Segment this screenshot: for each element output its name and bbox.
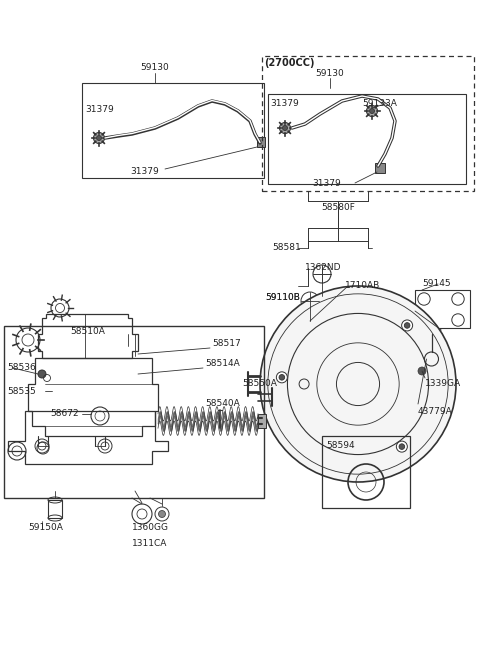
Text: 1710AB: 1710AB [345, 281, 380, 291]
Bar [257, 137, 265, 147]
Text: 59130: 59130 [141, 64, 169, 73]
Text: 31379: 31379 [130, 167, 159, 176]
Circle shape [276, 372, 288, 383]
Text: 1339GA: 1339GA [425, 380, 461, 388]
Text: 31379: 31379 [85, 104, 114, 113]
Bar [258, 414, 266, 428]
Text: (2700CC): (2700CC) [264, 58, 314, 68]
Text: 58594: 58594 [326, 441, 355, 451]
Circle shape [96, 136, 101, 140]
Text: 59110B: 59110B [265, 293, 300, 302]
Text: 58535: 58535 [7, 386, 36, 396]
Text: 58510A: 58510A [70, 327, 105, 335]
Circle shape [283, 125, 288, 131]
Text: 58672: 58672 [50, 409, 79, 419]
Circle shape [260, 286, 456, 482]
Text: 43779A: 43779A [418, 407, 453, 415]
Bar [375, 163, 385, 173]
Circle shape [404, 323, 410, 328]
Text: 31379: 31379 [312, 180, 341, 188]
Text: 58580F: 58580F [321, 203, 355, 213]
Text: 58540A: 58540A [205, 400, 240, 409]
Bar [4, 326, 264, 498]
Bar [322, 436, 410, 508]
Text: 59110B: 59110B [265, 293, 300, 302]
Bar [415, 290, 470, 328]
Text: 58581: 58581 [272, 243, 301, 253]
Circle shape [367, 106, 377, 117]
Text: 59145: 59145 [422, 279, 451, 289]
Circle shape [279, 375, 285, 380]
Circle shape [94, 133, 105, 144]
Text: 1311CA: 1311CA [132, 539, 168, 548]
Circle shape [38, 370, 46, 378]
Text: 1360GG: 1360GG [132, 523, 169, 533]
Circle shape [158, 510, 166, 518]
Circle shape [279, 123, 290, 134]
Text: 1362ND: 1362ND [305, 264, 341, 272]
Text: 58536: 58536 [7, 363, 36, 373]
Text: 31379: 31379 [270, 100, 299, 108]
Text: 59150A: 59150A [28, 523, 63, 533]
Text: 59130: 59130 [316, 70, 344, 79]
Circle shape [396, 441, 408, 452]
Text: 58517: 58517 [212, 340, 241, 348]
Text: 59133A: 59133A [362, 100, 397, 108]
Circle shape [418, 367, 426, 375]
Circle shape [370, 108, 374, 113]
Circle shape [399, 444, 405, 449]
Text: 58550A: 58550A [242, 380, 277, 388]
Bar [262, 56, 474, 191]
Bar [48, 500, 62, 518]
Text: 58514A: 58514A [205, 359, 240, 369]
Bar [82, 83, 264, 178]
Circle shape [402, 320, 413, 331]
Bar [268, 94, 466, 184]
